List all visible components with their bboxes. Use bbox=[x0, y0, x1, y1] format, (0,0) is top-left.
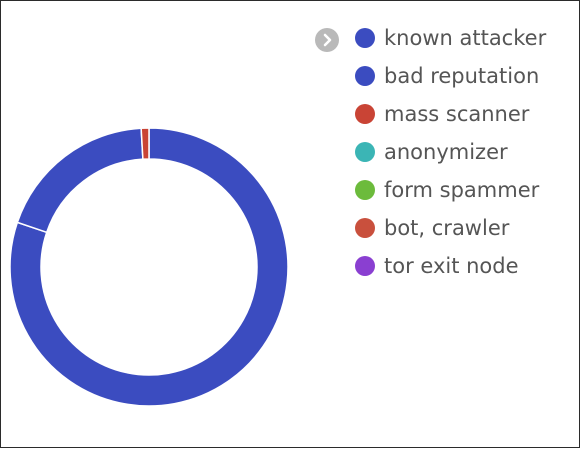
legend-swatch bbox=[355, 180, 375, 200]
legend-item[interactable]: tor exit node bbox=[355, 247, 546, 285]
donut-slice[interactable] bbox=[9, 127, 289, 407]
donut-slice[interactable] bbox=[140, 127, 150, 160]
legend-item[interactable]: bad reputation bbox=[355, 57, 546, 95]
chart-legend: known attacker bad reputation mass scanner… bbox=[355, 19, 546, 285]
legend-item[interactable]: anonymizer bbox=[355, 133, 546, 171]
legend-item[interactable]: known attacker bbox=[355, 19, 546, 57]
legend-swatch bbox=[355, 142, 375, 162]
legend-swatch bbox=[355, 28, 375, 48]
legend-swatch bbox=[355, 256, 375, 276]
legend-swatch bbox=[355, 218, 375, 238]
donut-slice[interactable] bbox=[16, 127, 144, 234]
legend-swatch bbox=[355, 66, 375, 86]
legend-label: tor exit node bbox=[384, 254, 519, 278]
legend-toggle-button[interactable] bbox=[315, 28, 339, 52]
legend-label: mass scanner bbox=[384, 102, 530, 126]
legend-label: bot, crawler bbox=[384, 216, 510, 240]
donut-chart bbox=[9, 127, 289, 407]
legend-label: anonymizer bbox=[384, 140, 508, 164]
legend-swatch bbox=[355, 104, 375, 124]
legend-item[interactable]: form spammer bbox=[355, 171, 546, 209]
legend-item[interactable]: bot, crawler bbox=[355, 209, 546, 247]
legend-label: bad reputation bbox=[384, 64, 540, 88]
legend-label: form spammer bbox=[384, 178, 540, 202]
legend-item[interactable]: mass scanner bbox=[355, 95, 546, 133]
chevron-right-icon bbox=[323, 33, 332, 47]
legend-label: known attacker bbox=[384, 26, 547, 50]
